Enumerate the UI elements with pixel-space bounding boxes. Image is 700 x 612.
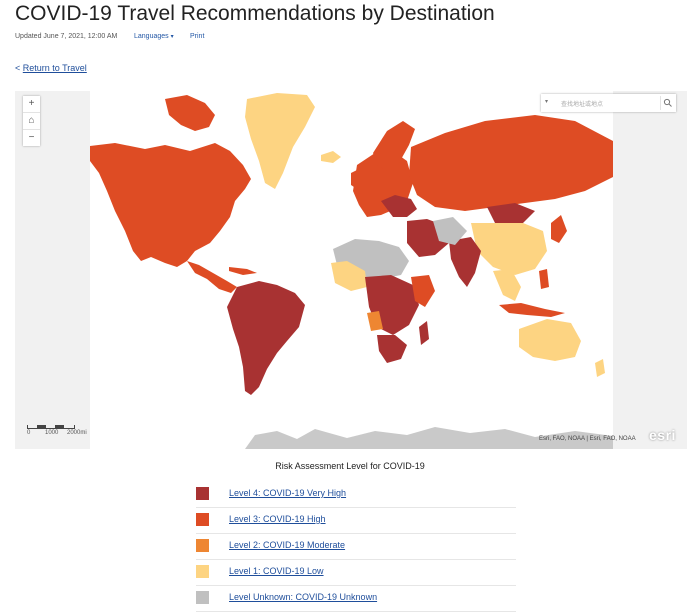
philippines — [539, 269, 549, 289]
uk — [351, 169, 363, 189]
scale-label: 2000mi — [67, 430, 87, 436]
search-icon — [663, 98, 672, 107]
legend-swatch — [196, 565, 209, 578]
caribbean — [229, 267, 257, 275]
legend-title: Risk Assessment Level for COVID-19 — [275, 461, 425, 471]
angola — [367, 311, 383, 331]
japan — [551, 215, 567, 243]
new-zealand — [595, 359, 605, 377]
return-to-travel-link[interactable]: Return to Travel — [22, 63, 87, 73]
level-unknown-link[interactable]: Level Unknown: COVID-19 Unknown — [229, 592, 378, 602]
caret-down-icon: ▾ — [170, 34, 174, 40]
russia — [409, 115, 613, 211]
map-search: ▾ 查找地址或地点 — [541, 94, 676, 112]
south-america — [227, 281, 305, 395]
print-link[interactable]: Print — [190, 33, 205, 40]
china — [471, 223, 547, 275]
iceland — [321, 151, 341, 163]
esri-logo: esri — [649, 427, 676, 443]
level-3-link[interactable]: Level 3: COVID-19 High — [229, 514, 326, 524]
languages-dropdown[interactable]: Languages ▾ — [134, 33, 174, 40]
north-america — [90, 143, 251, 267]
africa-south — [377, 335, 407, 363]
legend-item-level-2: Level 2: COVID-19 Moderate — [196, 534, 516, 560]
zoom-controls: + ⌂ − — [23, 96, 40, 146]
southeast-asia — [493, 269, 521, 301]
antarctica — [245, 427, 613, 449]
zoom-in-button[interactable]: + — [23, 96, 40, 113]
indonesia — [499, 303, 565, 317]
scandinavia — [373, 121, 415, 171]
page-meta: Updated June 7, 2021, 12:00 AM Languages… — [15, 33, 204, 40]
map-attribution: Esri, FAO, NOAA | Esri, FAO, NOAA — [539, 436, 636, 442]
search-button[interactable] — [660, 96, 674, 110]
breadcrumb: < Return to Travel — [15, 63, 87, 73]
back-chevron-icon: < — [15, 63, 21, 73]
level-2-link[interactable]: Level 2: COVID-19 Moderate — [229, 540, 346, 550]
legend-swatch — [196, 487, 209, 500]
africa-west — [331, 261, 367, 291]
madagascar — [419, 321, 429, 345]
search-input[interactable]: 查找地址或地点 — [561, 102, 604, 108]
scale-label: 0 — [27, 430, 31, 436]
india — [449, 237, 481, 287]
central-america — [187, 261, 237, 293]
legend-swatch — [196, 591, 209, 604]
legend-item-level-4: Level 4: COVID-19 Very High — [196, 482, 516, 508]
map-view[interactable]: + ⌂ − ▾ 查找地址或地点 0 1000 2000mi Esri, FAO,… — [15, 91, 687, 449]
scale-segment — [37, 425, 46, 428]
search-source-dropdown-icon[interactable]: ▾ — [545, 99, 549, 105]
page-title: COVID-19 Travel Recommendations by Desti… — [15, 2, 495, 25]
languages-label: Languages — [134, 33, 169, 40]
updated-timestamp: Updated June 7, 2021, 12:00 AM — [15, 33, 118, 40]
legend-item-unknown: Level Unknown: COVID-19 Unknown — [196, 586, 516, 612]
zoom-out-button[interactable]: − — [28, 132, 35, 143]
scale-segment — [55, 425, 64, 428]
mongolia — [487, 203, 535, 223]
africa-east — [411, 275, 435, 307]
level-4-link[interactable]: Level 4: COVID-19 Very High — [229, 488, 347, 498]
home-button[interactable]: ⌂ — [23, 113, 40, 130]
legend-swatch — [196, 539, 209, 552]
scale-bar-ruler — [27, 425, 75, 429]
arctic-islands — [165, 95, 215, 131]
legend-item-level-1: Level 1: COVID-19 Low — [196, 560, 516, 586]
greenland — [245, 93, 315, 189]
legend-swatch — [196, 513, 209, 526]
scale-label: 1000 — [45, 430, 59, 436]
level-1-link[interactable]: Level 1: COVID-19 Low — [229, 566, 324, 576]
legend-item-level-3: Level 3: COVID-19 High — [196, 508, 516, 534]
world-map[interactable] — [15, 91, 687, 449]
iran — [433, 217, 467, 245]
europe-east — [381, 195, 417, 217]
australia — [519, 319, 581, 361]
